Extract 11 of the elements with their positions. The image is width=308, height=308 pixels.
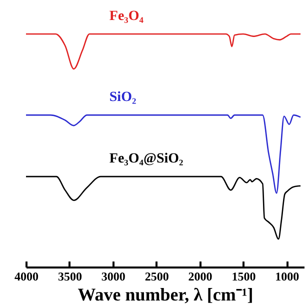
x-tick-label: 1000 bbox=[275, 270, 300, 284]
series-label: Fe₃O₄@SiO₂ bbox=[109, 152, 184, 167]
x-tick-label: 2000 bbox=[188, 270, 212, 284]
series-label: Fe₃O₄ bbox=[109, 8, 144, 24]
x-tick-label: 1500 bbox=[232, 270, 256, 284]
x-tick-label: 3500 bbox=[58, 270, 82, 284]
x-axis-title: Wave number, λ [cm⁻¹] bbox=[78, 284, 254, 304]
series-label: SiO₂ bbox=[109, 90, 136, 106]
x-tick-label: 4000 bbox=[14, 270, 38, 284]
x-tick-label: 2500 bbox=[144, 270, 169, 284]
x-tick-label: 3000 bbox=[101, 270, 126, 284]
